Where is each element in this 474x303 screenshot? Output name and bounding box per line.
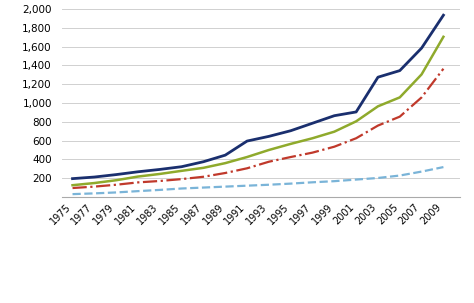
Total Migrants <box>310 136 315 140</box>
Female Migrants <box>440 165 446 169</box>
Male Migrants <box>310 151 315 155</box>
Female Migrants <box>419 170 424 173</box>
Line: Total Population: Total Population <box>73 15 443 179</box>
Total Population <box>157 168 163 171</box>
Total Migrants <box>157 172 163 176</box>
Line: Male Migrants: Male Migrants <box>73 69 443 188</box>
Female Migrants <box>266 183 272 187</box>
Male Migrants <box>331 145 337 148</box>
Male Migrants <box>419 95 424 99</box>
Female Migrants <box>331 179 337 183</box>
Total Population <box>419 46 424 50</box>
Total Migrants <box>266 148 272 152</box>
Male Migrants <box>201 175 206 178</box>
Total Population <box>91 175 97 179</box>
Total Migrants <box>353 119 359 123</box>
Male Migrants <box>113 183 119 187</box>
Total Population <box>353 110 359 114</box>
Total Population <box>244 139 250 143</box>
Line: Female Migrants: Female Migrants <box>73 167 443 194</box>
Male Migrants <box>135 181 141 184</box>
Total Population <box>288 129 293 132</box>
Male Migrants <box>222 171 228 175</box>
Total Migrants <box>440 35 446 38</box>
Female Migrants <box>353 178 359 181</box>
Total Population <box>331 114 337 118</box>
Total Migrants <box>135 175 141 178</box>
Total Migrants <box>201 166 206 170</box>
Legend: Female Migrants, Male Migrants, Total Migrants, Total Population: Female Migrants, Male Migrants, Total Mi… <box>131 300 390 303</box>
Male Migrants <box>288 155 293 159</box>
Female Migrants <box>310 181 315 184</box>
Total Migrants <box>331 130 337 134</box>
Male Migrants <box>266 160 272 164</box>
Total Migrants <box>288 142 293 146</box>
Female Migrants <box>179 187 184 190</box>
Female Migrants <box>288 182 293 185</box>
Total Population <box>113 173 119 176</box>
Female Migrants <box>135 189 141 193</box>
Male Migrants <box>375 124 381 127</box>
Total Population <box>375 75 381 79</box>
Male Migrants <box>440 67 446 71</box>
Total Population <box>310 122 315 125</box>
Total Population <box>135 170 141 174</box>
Total Migrants <box>113 178 119 182</box>
Male Migrants <box>397 115 402 118</box>
Male Migrants <box>70 186 75 190</box>
Male Migrants <box>353 136 359 140</box>
Female Migrants <box>222 185 228 188</box>
Total Migrants <box>179 169 184 173</box>
Total Migrants <box>244 155 250 159</box>
Total Population <box>440 13 446 17</box>
Female Migrants <box>157 188 163 192</box>
Total Population <box>397 69 402 72</box>
Female Migrants <box>91 191 97 195</box>
Total Population <box>222 153 228 157</box>
Total Migrants <box>91 181 97 185</box>
Total Population <box>266 135 272 138</box>
Total Migrants <box>419 72 424 76</box>
Total Migrants <box>375 105 381 108</box>
Total Population <box>201 160 206 164</box>
Total Population <box>70 177 75 181</box>
Total Migrants <box>70 183 75 187</box>
Female Migrants <box>397 174 402 177</box>
Total Migrants <box>222 161 228 165</box>
Male Migrants <box>91 185 97 188</box>
Female Migrants <box>70 192 75 196</box>
Female Migrants <box>375 176 381 180</box>
Total Migrants <box>397 95 402 99</box>
Male Migrants <box>179 177 184 181</box>
Line: Total Migrants: Total Migrants <box>73 37 443 185</box>
Male Migrants <box>244 166 250 170</box>
Female Migrants <box>244 184 250 188</box>
Female Migrants <box>201 186 206 189</box>
Female Migrants <box>113 191 119 194</box>
Total Population <box>179 165 184 168</box>
Male Migrants <box>157 179 163 183</box>
